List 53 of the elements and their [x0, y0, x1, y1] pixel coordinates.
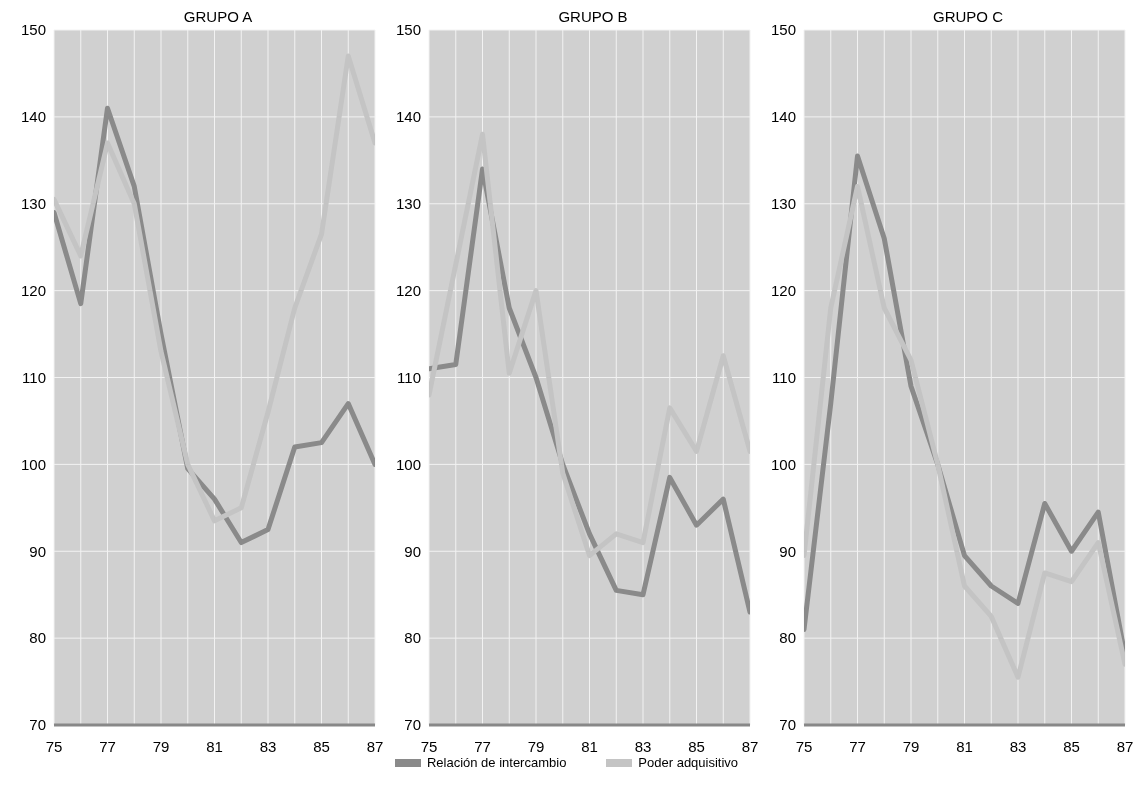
x-tick-label: 87: [366, 737, 384, 755]
y-tick-label: 120: [395, 281, 421, 299]
y-tick-label: 100: [20, 455, 46, 473]
y-tick-label: 140: [770, 108, 796, 126]
x-tick-label: 81: [206, 737, 223, 755]
x-tick-label: 85: [313, 737, 330, 755]
chart-title: GRUPO B: [557, 8, 629, 25]
x-tick-label: 79: [902, 737, 920, 755]
y-tick-label: 110: [22, 368, 46, 386]
x-tick-label: 81: [581, 737, 598, 755]
y-tick-label: 150: [395, 21, 421, 39]
y-tick-label: 140: [395, 108, 421, 126]
x-tick-label: 87: [1116, 737, 1134, 755]
chart-title: GRUPO C: [932, 8, 1004, 25]
y-tick-label: 120: [770, 281, 796, 299]
y-tick-label: 110: [772, 368, 796, 386]
x-tick-label: 85: [1063, 737, 1080, 755]
x-tick-label: 75: [420, 737, 438, 755]
x-tick-label: 77: [849, 737, 866, 755]
y-tick-label: 100: [770, 455, 796, 473]
y-tick-label: 130: [770, 195, 796, 213]
legend-label: Relación de intercambio: [426, 755, 567, 770]
y-tick-label: 90: [29, 542, 46, 560]
x-tick-label: 83: [1009, 737, 1027, 755]
y-tick-label: 70: [29, 716, 46, 734]
x-tick-label: 77: [474, 737, 491, 755]
x-tick-label: 77: [99, 737, 116, 755]
y-tick-label: 110: [397, 368, 421, 386]
y-tick-label: 120: [20, 281, 46, 299]
x-tick-label: 75: [45, 737, 63, 755]
y-tick-label: 80: [404, 629, 421, 647]
x-tick-label: 87: [741, 737, 759, 755]
y-tick-label: 150: [770, 21, 796, 39]
x-tick-label: 79: [152, 737, 170, 755]
y-tick-label: 140: [20, 108, 46, 126]
y-tick-label: 80: [29, 629, 46, 647]
y-tick-label: 100: [395, 455, 421, 473]
y-tick-label: 150: [20, 21, 46, 39]
x-tick-label: 85: [688, 737, 705, 755]
x-tick-label: 83: [259, 737, 277, 755]
x-tick-label: 79: [527, 737, 545, 755]
y-tick-label: 90: [779, 542, 796, 560]
y-tick-label: 70: [779, 716, 796, 734]
y-tick-label: 70: [404, 716, 421, 734]
y-tick-label: 130: [20, 195, 46, 213]
chart-title: GRUPO A: [182, 8, 254, 25]
y-tick-label: 90: [404, 542, 421, 560]
x-tick-label: 75: [795, 737, 813, 755]
y-tick-label: 80: [779, 629, 796, 647]
legend-label: Poder adquisitivo: [638, 755, 739, 770]
y-tick-label: 130: [395, 195, 421, 213]
x-tick-label: 81: [956, 737, 973, 755]
x-tick-label: 83: [634, 737, 652, 755]
